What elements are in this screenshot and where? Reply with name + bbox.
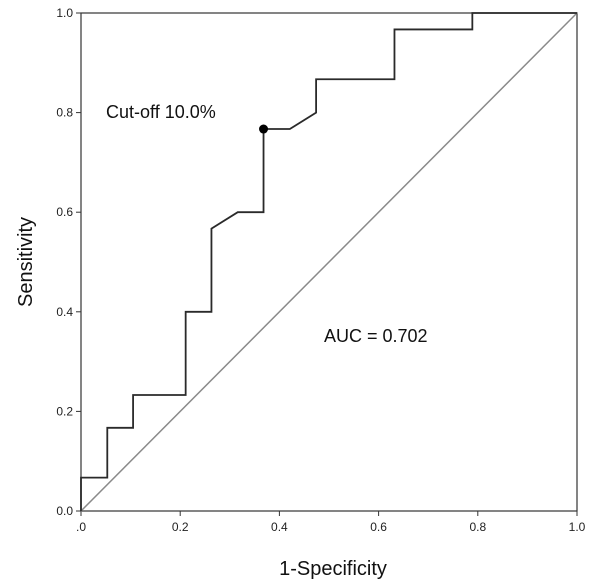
roc-curve: [80, 12, 577, 511]
x-tick-label: .0: [76, 520, 86, 534]
x-tick-label: 0.6: [370, 520, 387, 534]
auc-annotation: AUC = 0.702: [324, 326, 428, 346]
y-tick-label: 0.2: [56, 404, 73, 418]
x-tick-label: 1.0: [569, 520, 586, 534]
y-axis-title: Sensitivity: [15, 217, 37, 307]
x-tick-label: 0.8: [469, 520, 486, 534]
y-tick-label: 0.8: [56, 106, 73, 120]
cutoff-annotation: Cut-off 10.0%: [106, 102, 216, 122]
x-tick-label: 0.2: [172, 520, 189, 534]
plot-frame: [80, 12, 578, 512]
reference-diagonal: [80, 12, 578, 512]
cutoff-point: [259, 124, 269, 134]
y-tick-label: 0.0: [56, 504, 73, 518]
y-tick-label: 0.4: [56, 305, 73, 319]
axis-ticks: .0 0.2 0.4 0.6 0.8 1.0 0.0 0.2 0.4 0.6 0.8 1.0: [56, 6, 585, 534]
x-axis-title: 1-Specificity: [279, 558, 387, 580]
y-tick-label: 0.6: [56, 205, 73, 219]
x-tick-label: 0.4: [271, 520, 288, 534]
y-tick-label: 1.0: [56, 6, 73, 20]
